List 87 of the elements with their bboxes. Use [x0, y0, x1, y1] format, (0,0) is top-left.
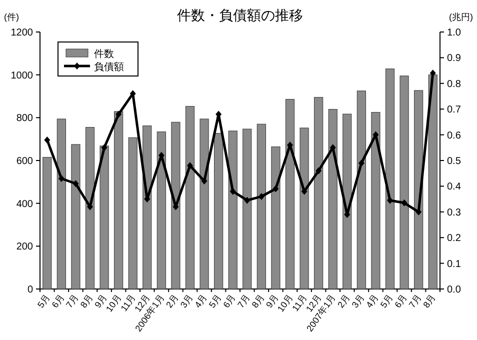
point	[416, 208, 422, 216]
x-tick-label: 4月	[192, 292, 209, 310]
point	[244, 196, 250, 204]
x-tick-label: 5月	[206, 292, 224, 310]
y2-tick-label: 0.2	[447, 233, 462, 244]
x-tick-label: 7月	[64, 292, 80, 310]
x-tick-label: 5月	[378, 292, 395, 310]
y-tick-label: 600	[16, 156, 34, 167]
y2-tick-label: 0.6	[447, 130, 462, 142]
y2-tick-label: 0.4	[447, 182, 462, 193]
y-tick-label: 400	[16, 198, 34, 210]
x-tick-label: 2月	[336, 292, 352, 310]
bar	[300, 128, 309, 290]
y2-tick-label: 1.0	[447, 28, 462, 38]
x-tick-label: 6月	[221, 292, 238, 310]
x-tick-label: 3月	[350, 292, 366, 310]
bar	[342, 114, 352, 290]
y2-tick-label: 0.0	[447, 284, 462, 296]
x-tick-label: 6月	[50, 292, 66, 310]
bar	[56, 118, 66, 290]
bar	[428, 74, 438, 290]
x-tick-label: 7月	[406, 292, 424, 310]
bar	[200, 118, 209, 290]
bar	[256, 124, 266, 290]
legend-label: 負債額	[94, 61, 124, 73]
point	[430, 70, 436, 77]
bar	[114, 111, 124, 290]
x-tick-label: 6月	[392, 292, 409, 310]
bar	[385, 68, 395, 290]
bar	[242, 128, 252, 290]
bar	[42, 157, 52, 290]
bar	[214, 133, 224, 290]
bar	[85, 127, 95, 290]
x-tick-label: 5月	[36, 292, 52, 310]
point	[101, 144, 108, 152]
y-tick-label: 1200	[10, 28, 34, 38]
bar	[142, 126, 152, 290]
bar	[371, 112, 380, 290]
x-tick-label: 3月	[178, 292, 195, 310]
bar	[400, 76, 409, 290]
x-tick-label: 8月	[250, 292, 266, 310]
bar	[156, 132, 166, 290]
y-tick-label: 800	[16, 113, 34, 124]
bar	[185, 106, 195, 290]
point	[272, 185, 279, 192]
point	[258, 192, 264, 200]
point	[301, 188, 308, 195]
point	[401, 199, 408, 206]
point	[230, 188, 236, 195]
bar	[271, 146, 280, 290]
point	[44, 136, 50, 144]
y2-tick-label: 0.7	[447, 104, 462, 116]
bar	[171, 122, 180, 290]
point	[58, 174, 64, 182]
x-tick-label: 2月	[164, 292, 180, 310]
point	[358, 160, 364, 167]
bar	[128, 137, 138, 290]
point	[187, 162, 193, 170]
y-tick-label: 1000	[10, 70, 34, 82]
point	[387, 196, 393, 204]
bar	[314, 97, 324, 290]
y2-axis-title: (兆円)	[449, 12, 473, 22]
y2-tick-label: 0.3	[447, 207, 462, 218]
point	[316, 167, 322, 174]
x-tick-label: 8月	[78, 292, 95, 310]
bar	[71, 144, 80, 290]
x-tick-label: 7月	[236, 292, 252, 310]
legend-label: 件数	[94, 49, 114, 60]
y-axis-title: (件)	[4, 12, 19, 22]
y2-tick-label: 0.8	[447, 78, 462, 90]
bar	[285, 99, 295, 290]
bar	[100, 146, 109, 290]
point	[201, 178, 208, 185]
bar	[228, 130, 238, 290]
point	[72, 180, 79, 188]
y-tick-label: 200	[16, 242, 34, 253]
bar	[414, 90, 424, 290]
chart-title: 件数・負債額の推移	[177, 7, 303, 23]
y2-tick-label: 0.9	[447, 53, 462, 64]
bar	[356, 90, 366, 290]
x-tick-label: 4月	[364, 292, 380, 310]
y2-tick-label: 0.1	[447, 258, 462, 270]
y2-tick-label: 0.5	[447, 156, 462, 167]
y-tick-label: 0	[27, 284, 34, 296]
x-tick-label: 8月	[421, 292, 438, 310]
point	[116, 110, 122, 118]
bar	[328, 109, 338, 290]
